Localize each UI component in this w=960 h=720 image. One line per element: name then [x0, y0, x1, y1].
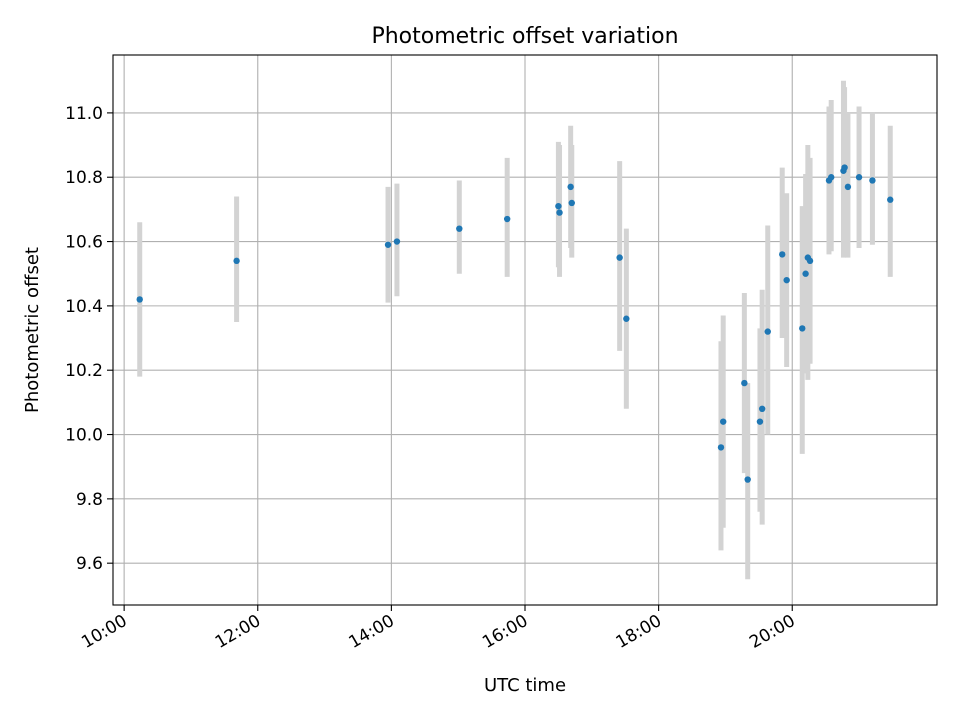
- data-point: [783, 276, 790, 284]
- data-point: [802, 270, 809, 277]
- grid: [113, 55, 937, 605]
- data-point: [456, 225, 463, 232]
- data-point: [841, 164, 848, 171]
- y-tick-label: 10.2: [65, 361, 103, 381]
- data-point: [756, 418, 764, 425]
- data-point: [568, 199, 575, 207]
- y-tick-label: 10.8: [65, 168, 103, 188]
- data-point: [779, 251, 786, 258]
- data-point: [764, 328, 771, 335]
- data-point: [844, 183, 852, 191]
- y-tick-label: 11.0: [65, 104, 103, 124]
- chart-title: Photometric offset variation: [371, 24, 678, 49]
- data-point: [758, 405, 766, 413]
- y-axis-ticks: 9.6 9.8 10.0 10.2 10.4 10.6 10.8 11.0: [65, 104, 113, 574]
- data-point: [233, 257, 240, 265]
- y-tick-label: 10.4: [65, 297, 103, 317]
- y-tick-label: 9.8: [76, 490, 103, 510]
- data-point: [503, 215, 511, 223]
- data-point: [136, 296, 143, 303]
- x-axis-label: UTC time: [484, 675, 566, 696]
- data-point: [616, 254, 623, 261]
- data-points: [136, 164, 894, 483]
- data-point: [869, 177, 876, 184]
- data-point: [720, 418, 727, 425]
- data-point: [567, 183, 574, 191]
- y-tick-label: 9.6: [76, 554, 103, 574]
- data-point: [741, 379, 748, 387]
- y-axis-label: Photometric offset: [22, 247, 43, 413]
- data-point: [855, 174, 863, 181]
- data-point: [384, 241, 392, 248]
- data-point: [555, 202, 562, 210]
- data-point: [806, 257, 814, 265]
- y-tick-label: 10.0: [65, 426, 103, 446]
- data-point: [799, 325, 806, 332]
- data-point: [717, 444, 725, 451]
- data-point: [744, 476, 751, 483]
- data-point: [887, 196, 894, 203]
- y-tick-label: 10.6: [65, 233, 103, 253]
- data-point: [623, 315, 630, 322]
- data-point: [556, 209, 563, 216]
- data-point: [828, 174, 835, 181]
- data-point: [393, 238, 401, 245]
